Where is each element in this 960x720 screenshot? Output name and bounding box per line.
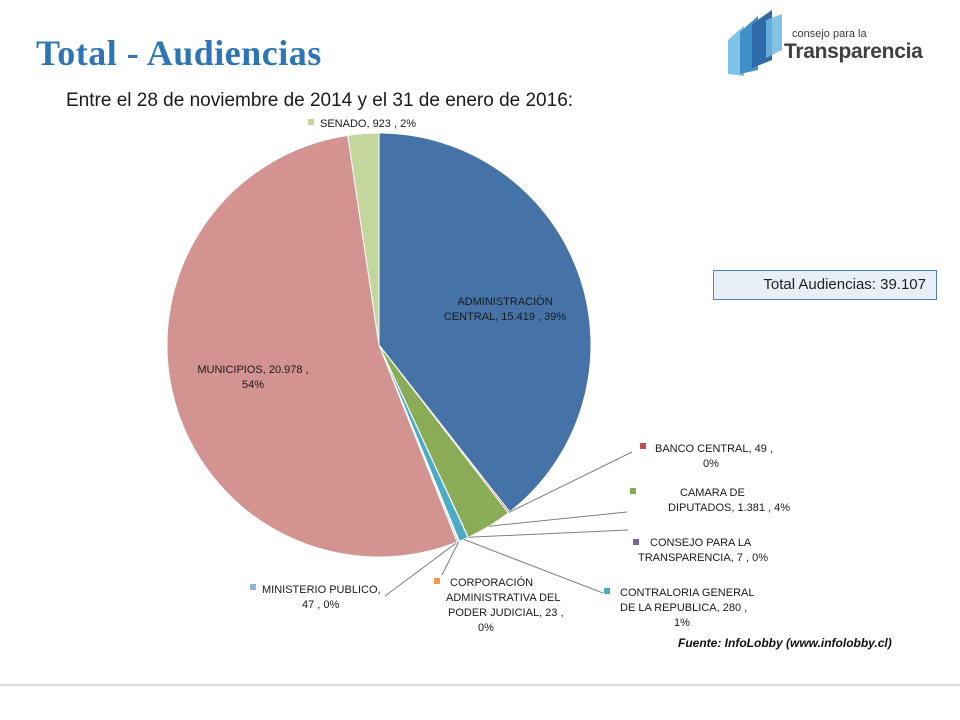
pie-slice-municipios: [166, 134, 458, 558]
leader-line: [441, 541, 460, 576]
leader-line: [463, 538, 604, 594]
legend-marker: [630, 488, 636, 494]
total-audiencias-box: Total Audiencias: 39.107: [713, 270, 937, 300]
data-label: MINISTERIO PUBLICO, 47 , 0%: [262, 584, 381, 611]
leader-line: [488, 511, 628, 527]
data-label: ADMINISTRACIÓN CENTRAL, 15.419 , 39%: [444, 295, 567, 323]
data-label: MUNICIPIOS, 20.978 , 54%: [197, 364, 308, 391]
logo: consejo para la Transparencia: [722, 10, 923, 76]
legend-marker: [308, 119, 314, 125]
data-label: BANCO CENTRAL, 49 , 0%: [655, 443, 773, 470]
legend-marker: [640, 443, 646, 449]
legend-marker: [434, 578, 440, 584]
data-label: CONTRALORIA GENERAL DE LA REPUBLICA, 280 …: [620, 587, 754, 629]
data-label: CONSEJO PARA LA TRANSPARENCIA, 7 , 0%: [638, 537, 768, 564]
footer-divider: [0, 684, 960, 686]
logo-mark-icon: [728, 10, 782, 76]
legend-marker: [633, 539, 639, 545]
legend-marker: [604, 588, 610, 594]
leader-line: [508, 451, 633, 513]
page-title: Total - Audiencias: [36, 33, 322, 73]
leader-line: [384, 541, 459, 597]
data-label: CORPORACIÓN ADMINISTRATIVA DEL PODER JUDIC…: [446, 576, 564, 634]
data-label: SENADO, 923 , 2%: [320, 118, 416, 130]
leader-line: [468, 529, 629, 538]
logo-line2: Transparencia: [784, 40, 923, 63]
page-subtitle: Entre el 28 de noviembre de 2014 y el 31…: [66, 90, 574, 111]
legend-marker: [250, 584, 256, 590]
data-label: CAMARA DE DIPUTADOS, 1.381 , 4%: [668, 487, 790, 514]
logo-line1: consejo para la: [792, 28, 867, 40]
pie-slice-administraci-n-central: [378, 132, 592, 513]
pie-slice-senado: [347, 132, 380, 346]
source-note: Fuente: InfoLobby (www.infolobby.cl): [678, 636, 892, 650]
